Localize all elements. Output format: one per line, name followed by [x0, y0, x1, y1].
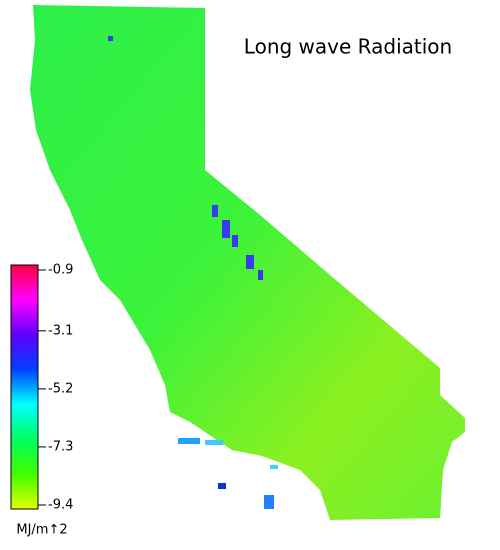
sierra-speckles — [108, 36, 263, 280]
map-title: Long wave Radiation — [244, 35, 452, 59]
colorbar-tick-label: -9.4 — [48, 498, 73, 513]
colorbar-tick-label: -5.2 — [48, 381, 73, 396]
colorbar — [10, 264, 39, 510]
islands — [178, 438, 278, 509]
colorbar-tick-label: -7.3 — [48, 439, 73, 454]
colorbar-tick-label: -0.9 — [48, 263, 73, 278]
colorbar-tick-label: -3.1 — [48, 323, 73, 338]
colorbar-unit: MJ/m↑2 — [16, 523, 67, 538]
